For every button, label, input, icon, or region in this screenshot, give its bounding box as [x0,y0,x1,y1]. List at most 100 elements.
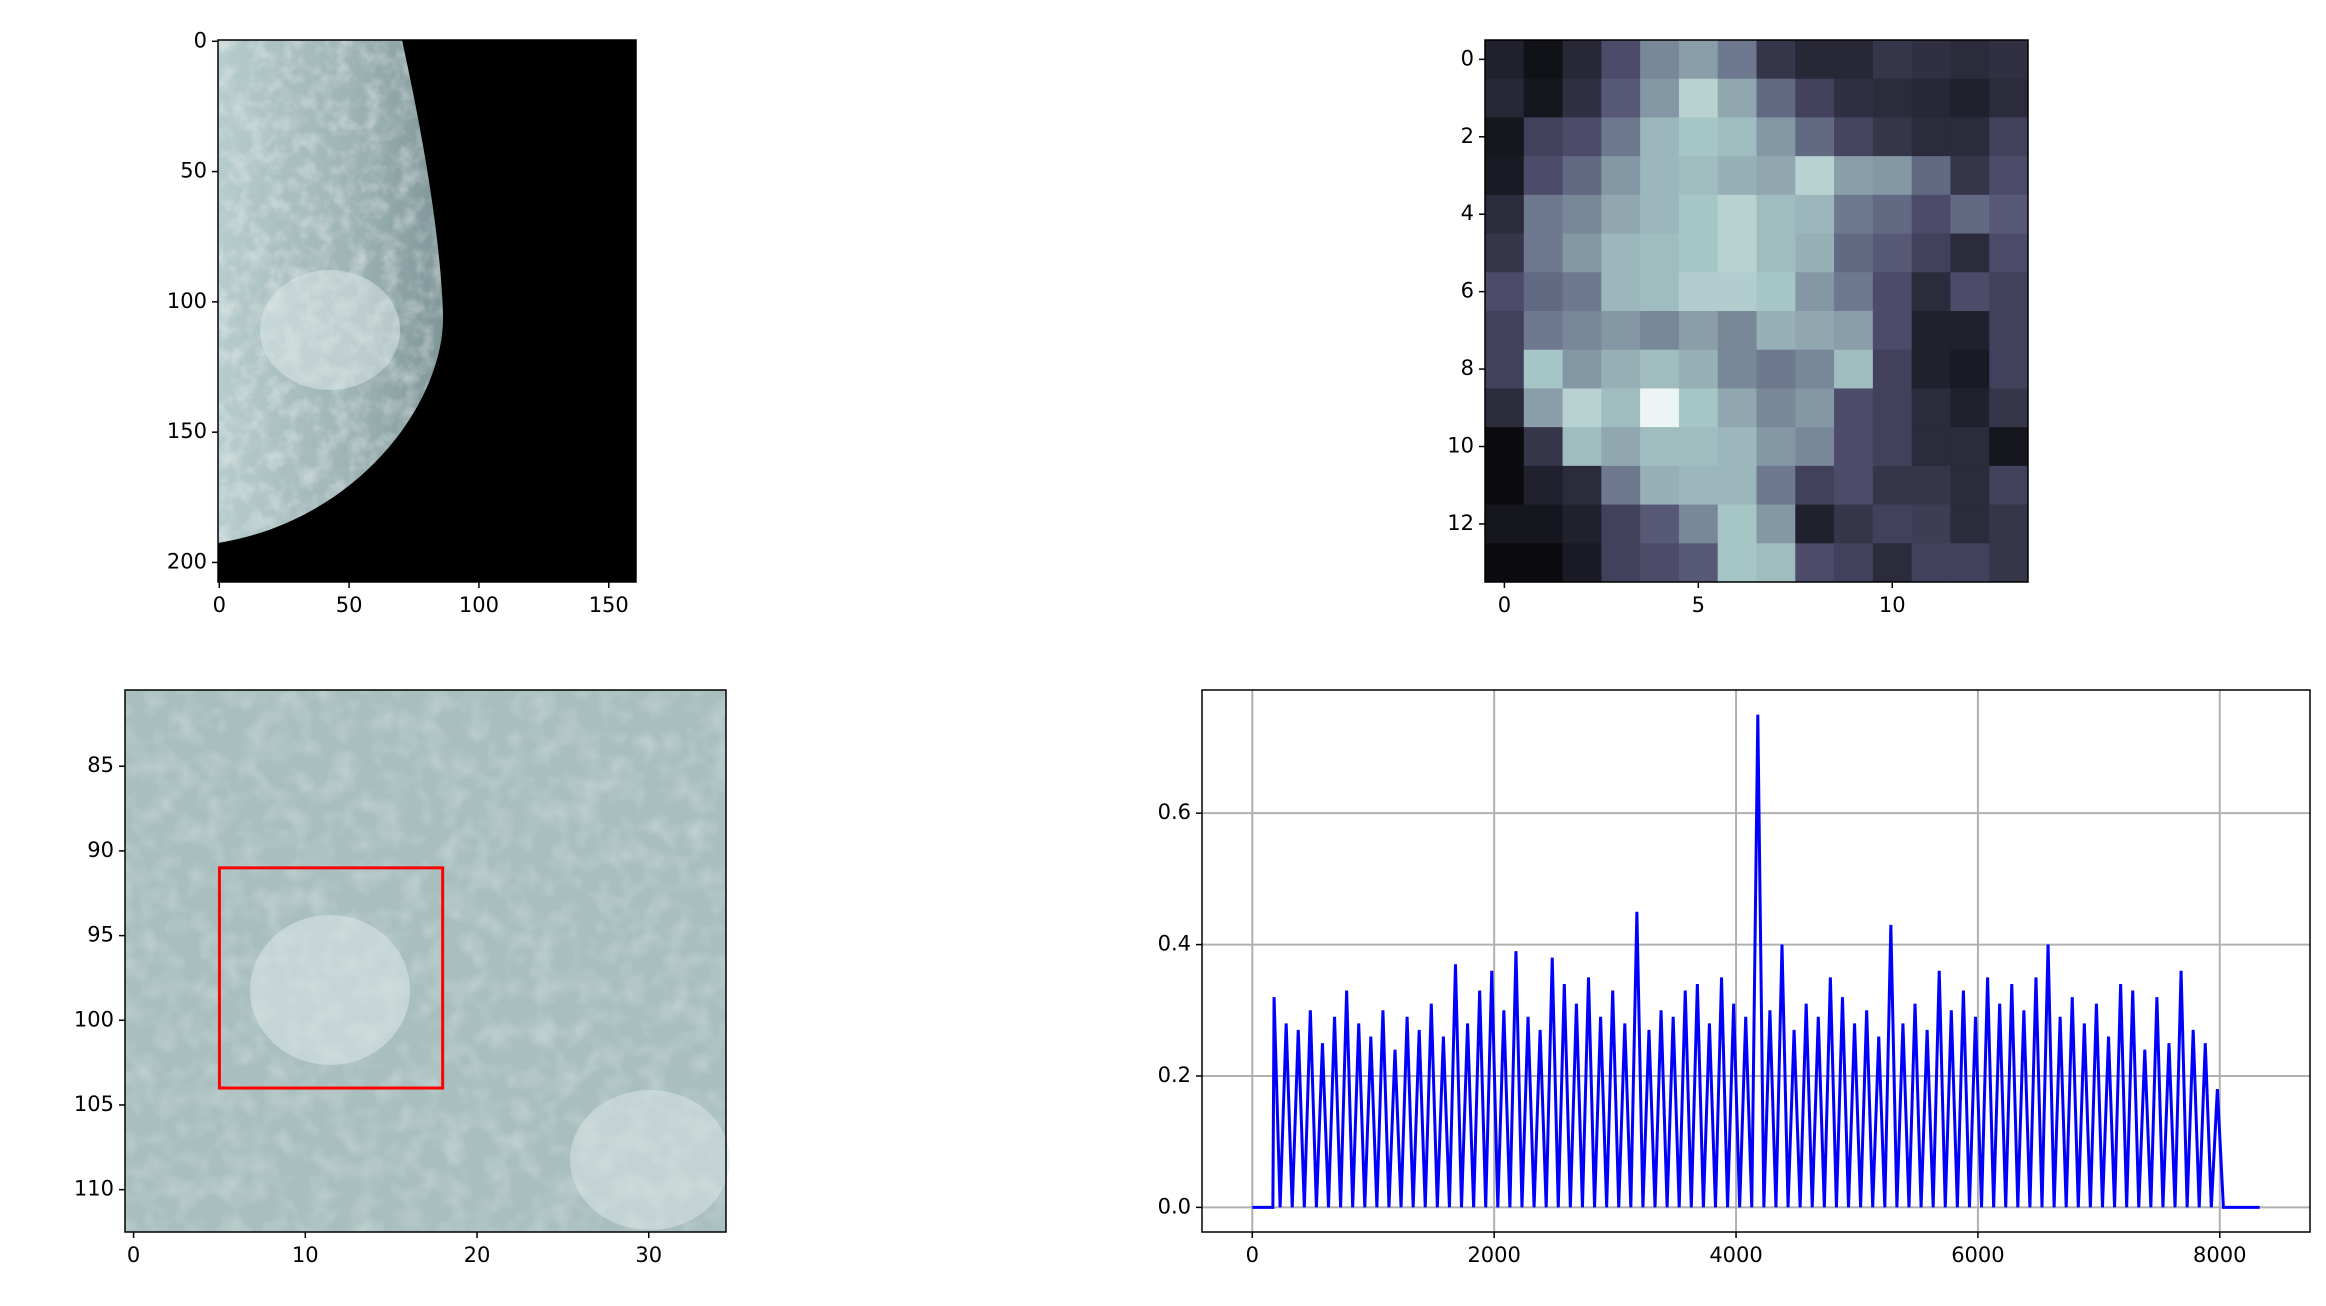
y-tick-label: 150 [167,419,207,443]
x-tick-label: 0 [1246,1243,1259,1267]
y-tick-label: 0.4 [1158,932,1191,956]
heatmap-cell [1562,465,1602,506]
heatmap-cell [1562,427,1602,467]
heatmap-cell [1989,117,2029,157]
y-tick-label: 85 [87,753,114,777]
heatmap-cell [1834,117,1874,157]
axes-frame [124,689,727,1233]
heatmap-cell [1640,194,1680,235]
heatmap-cell [1911,465,1951,506]
heatmap-cell [1911,311,1951,351]
heatmap-cell [1523,117,1564,157]
heatmap-cell [1562,349,1602,389]
heatmap-cell [1717,233,1757,273]
heatmap-cell [1640,233,1680,273]
heatmap-cell [1523,465,1564,506]
heatmap-cell [1950,78,1990,118]
heatmap-cell [1756,504,1796,544]
heatmap-cell [1756,78,1796,118]
heatmap-cell [1911,117,1951,157]
heatmap-cell [1834,465,1874,506]
heatmap-cell [1601,156,1641,196]
heatmap-cell [1795,233,1835,273]
heatmap-cell [1950,388,1990,428]
y-tick-label: 0.2 [1158,1063,1191,1087]
plot-area [1252,714,2260,1209]
x-tick-label: 0 [213,593,226,617]
heatmap-cell [1523,78,1564,118]
heatmap-cell [1601,543,1641,583]
heatmap-cell [1872,311,1913,351]
y-tick-label: 200 [167,549,207,573]
heatmap-cell [1950,311,1990,351]
heatmap-cell [1523,194,1564,235]
heatmap-cell [1717,117,1757,157]
heatmap-cell [1678,40,1719,80]
heatmap-cell [1756,117,1796,157]
heatmap-cell [1872,40,1913,80]
heatmap-cell [1601,349,1641,389]
heatmap-cell [1640,311,1680,351]
heatmap-cell [1485,233,1525,273]
heatmap-cell [1601,117,1641,157]
heatmap-cell [1795,78,1835,118]
heatmap-cell [1678,427,1719,467]
heatmap-cell [1678,78,1719,118]
heatmap-cell [1717,40,1757,80]
heatmap-cell [1562,388,1602,428]
x-tick-label: 0 [127,1243,140,1267]
heatmap-cell [1562,40,1602,80]
heatmap-cell [1795,156,1835,196]
heatmap-cell [1523,272,1564,312]
heatmap-cell [1834,272,1874,312]
heatmap-cell [1872,427,1913,467]
heatmap-cell [1795,349,1835,389]
y-tick-label: 8 [1461,356,1474,380]
heatmap-cell [1989,272,2029,312]
y-tick-label: 95 [87,923,114,947]
heatmap-cell [1834,156,1874,196]
heatmap-cell [1678,311,1719,351]
x-tick-label: 0 [1498,593,1511,617]
heatmap-cell [1601,40,1641,80]
data-line [1252,714,2260,1209]
heatmap-cell [1795,311,1835,351]
x-tick-label: 5 [1692,593,1705,617]
heatmap-cell [1717,504,1757,544]
heatmap-cell [1911,156,1951,196]
y-tick-label: 0.0 [1158,1194,1191,1218]
heatmap-cell [1485,311,1525,351]
heatmap-cell [1678,388,1719,428]
heatmap-cell [1872,78,1913,118]
x-tick-label: 20 [464,1243,491,1267]
heatmap-cell [1795,40,1835,80]
heatmap-cell [1834,349,1874,389]
heatmap-cell [1834,504,1874,544]
heatmap-cell [1795,194,1835,235]
x-tick-label: 8000 [2193,1243,2246,1267]
heatmap-cell [1523,427,1564,467]
heatmap-cell [1717,156,1757,196]
heatmap-cell [1485,78,1525,118]
heatmap-cell [1601,311,1641,351]
heatmap-cell [1989,388,2029,428]
heatmap-cell [1601,233,1641,273]
heatmap-cell [1678,543,1719,583]
heatmap-cell [1872,233,1913,273]
heatmap-cell [1562,194,1602,235]
heatmap-cell [1795,117,1835,157]
heatmap-cell [1795,427,1835,467]
heatmap-cell [1485,543,1525,583]
heatmap-cell [1562,543,1602,583]
heatmap-cell [1834,388,1874,428]
heatmap-cell [1640,465,1680,506]
heatmap-cell [1485,388,1525,428]
heatmap-cell [1601,272,1641,312]
heatmap-cell [1717,465,1757,506]
heatmap-cell [1756,349,1796,389]
heatmap-cell [1717,349,1757,389]
y-tick-label: 12 [1447,511,1474,535]
heatmap-cell [1756,543,1796,583]
